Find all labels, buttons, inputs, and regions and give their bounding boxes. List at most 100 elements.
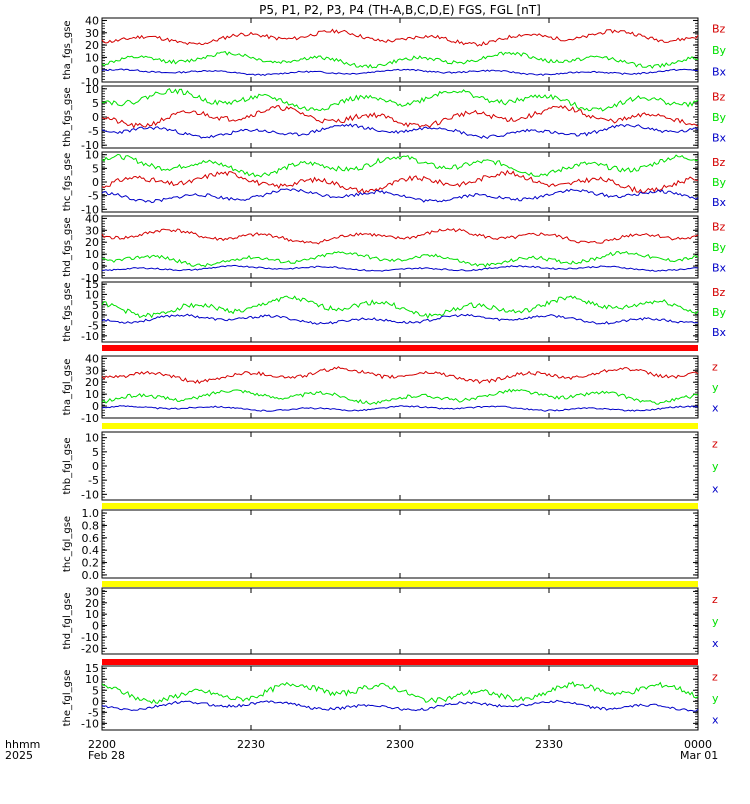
legend-bx: Bx	[712, 132, 727, 145]
y-tick-label: 15	[85, 278, 99, 291]
x-tick-label: 2230	[237, 738, 265, 751]
y-tick-label: 1.0	[82, 507, 100, 520]
legend-bz: Bz	[712, 156, 726, 169]
y-tick-label: 10	[85, 388, 99, 401]
legend-bz: Bz	[712, 220, 726, 233]
y-tick-label: -10	[81, 631, 99, 644]
y-tick-label: 30	[85, 364, 99, 377]
y-axis-label: tha_fgs_gse	[62, 20, 73, 79]
y-tick-label: 0	[92, 620, 99, 633]
y-tick-label: 30	[85, 27, 99, 40]
y-tick-label: 0	[92, 695, 99, 708]
y-tick-label: 0	[92, 460, 99, 473]
series-by	[101, 88, 699, 112]
y-tick-label: 0.0	[82, 569, 100, 582]
series-bx	[101, 123, 699, 140]
chart-title: P5, P1, P2, P3, P4 (TH-A,B,C,D,E) FGS, F…	[259, 3, 541, 17]
y-tick-label: 0	[92, 111, 99, 124]
y-tick-label: 10	[85, 248, 99, 261]
footer-hhmm: hhmm	[5, 738, 40, 751]
panel-frame	[101, 665, 699, 731]
series-by	[101, 250, 699, 268]
legend-x: x	[712, 483, 719, 496]
y-tick-label: 0	[92, 309, 99, 322]
legend-bx: Bx	[712, 65, 727, 78]
y-tick-label: -10	[81, 76, 99, 89]
separator-bar-red	[102, 345, 698, 351]
y-tick-label: -10	[81, 203, 99, 216]
y-axis-label: thd_fgl_gse	[62, 593, 73, 650]
y-tick-label: 10	[85, 608, 99, 621]
y-tick-label: 10	[85, 83, 99, 96]
legend-bz: Bz	[712, 286, 726, 299]
legend-by: By	[712, 111, 727, 124]
panels-group: tha_fgs_gse 403020100-10BzByBxthb_fgs_gse…	[62, 14, 727, 731]
y-tick-label: 5	[92, 446, 99, 459]
legend-by: By	[712, 44, 727, 57]
y-tick-label: 10	[85, 432, 99, 445]
y-tick-label: 5	[92, 684, 99, 697]
legend-x: x	[712, 713, 719, 726]
legend-z: z	[712, 593, 718, 606]
y-tick-label: -5	[88, 125, 99, 138]
y-tick-label: 20	[85, 597, 99, 610]
series-bx	[101, 264, 699, 272]
series-bz	[101, 105, 699, 129]
y-tick-label: 10	[85, 149, 99, 162]
x-tick-label: 2330	[535, 738, 563, 751]
separator-bar-yellow	[102, 423, 698, 429]
series-z	[101, 366, 699, 384]
y-tick-label: 0.4	[82, 544, 100, 557]
panel-thc_fgl_gse: thc_fgl_gse 1.00.80.60.40.20.0	[62, 507, 699, 582]
legend-x: x	[712, 637, 719, 650]
y-tick-label: -5	[88, 706, 99, 719]
panel-frame	[101, 281, 699, 343]
y-axis-label: thb_fgl_gse	[62, 438, 73, 495]
legend-z: z	[712, 360, 718, 373]
legend-y: y	[712, 692, 719, 705]
y-tick-label: 0	[92, 400, 99, 413]
separator-bar-yellow	[102, 503, 698, 509]
panel-frame	[101, 509, 699, 579]
y-tick-label: 0	[92, 176, 99, 189]
y-axis-label: tha_fgl_gse	[62, 359, 73, 416]
legend-bz: Bz	[712, 23, 726, 36]
legend-y: y	[712, 615, 719, 628]
y-tick-label: 5	[92, 299, 99, 312]
y-tick-label: 10	[85, 673, 99, 686]
y-tick-label: 10	[85, 51, 99, 64]
legend-by: By	[712, 176, 727, 189]
y-tick-label: 20	[85, 376, 99, 389]
y-tick-label: 30	[85, 224, 99, 237]
series-bx	[101, 188, 699, 204]
y-tick-label: 0.6	[82, 532, 100, 545]
series-y	[101, 388, 699, 405]
panel-frame	[101, 431, 699, 501]
series-by	[101, 295, 699, 319]
y-tick-label: -10	[81, 139, 99, 152]
panel-frame	[101, 85, 699, 149]
x-axis-labels: hhmm 2025 Feb 28 Mar 01 2200 2230 2300 2330…	[5, 738, 718, 762]
series-bz	[101, 169, 698, 195]
y-tick-label: -10	[81, 717, 99, 730]
footer-end-date: Mar 01	[680, 749, 718, 762]
x-tick-label: 2200	[88, 738, 116, 751]
series-x	[101, 405, 699, 412]
y-tick-label: 10	[85, 288, 99, 301]
series-y	[101, 681, 699, 704]
y-tick-label: -20	[81, 642, 99, 655]
series-bz	[101, 228, 699, 245]
legend-y: y	[712, 381, 719, 394]
separator-bar-yellow	[102, 581, 698, 587]
separator-bars-group	[102, 345, 698, 665]
panel-frame	[101, 587, 699, 655]
y-axis-label: thc_fgs_gse	[62, 153, 73, 212]
y-tick-label: 5	[92, 97, 99, 110]
series-x	[101, 699, 699, 712]
